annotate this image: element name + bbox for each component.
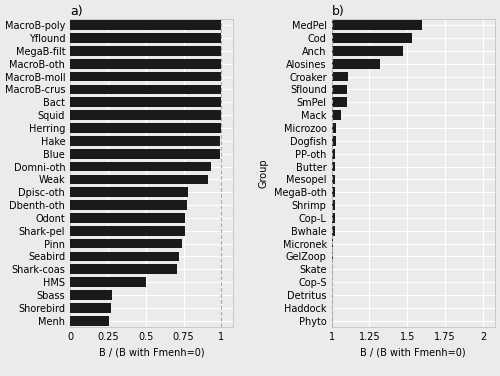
Bar [332, 85, 346, 94]
Bar [332, 239, 333, 249]
Bar [70, 33, 222, 43]
Bar [70, 123, 222, 133]
Bar [70, 264, 178, 274]
Bar [70, 97, 222, 107]
Bar [332, 72, 348, 82]
Bar [70, 110, 222, 120]
Bar [70, 252, 179, 261]
Bar [70, 136, 220, 146]
Bar [70, 277, 146, 287]
Bar [70, 187, 188, 197]
Bar [70, 239, 182, 249]
Bar [332, 252, 333, 261]
Bar [70, 290, 112, 300]
Bar [70, 20, 222, 30]
Bar [332, 174, 334, 184]
Bar [332, 59, 380, 68]
Bar [332, 149, 334, 159]
Text: a): a) [70, 5, 82, 18]
Text: b): b) [332, 5, 344, 18]
Bar [332, 123, 336, 133]
Y-axis label: Group: Group [258, 158, 268, 188]
Bar [70, 200, 186, 210]
Bar [70, 303, 111, 313]
Bar [70, 85, 222, 94]
Bar [332, 33, 412, 43]
Bar [332, 200, 334, 210]
Bar [70, 213, 185, 223]
Bar [70, 72, 222, 82]
Bar [332, 136, 336, 146]
Bar [70, 316, 110, 326]
Bar [332, 110, 340, 120]
Bar [332, 213, 334, 223]
Bar [332, 20, 422, 30]
Bar [332, 162, 334, 171]
Bar [332, 226, 334, 236]
Bar [70, 59, 222, 68]
X-axis label: B / (B with Fmenh=0): B / (B with Fmenh=0) [360, 347, 466, 358]
Bar [70, 149, 220, 159]
Bar [70, 174, 207, 184]
Bar [70, 162, 211, 171]
Bar [332, 46, 402, 56]
X-axis label: B / (B with Fmenh=0): B / (B with Fmenh=0) [99, 347, 204, 358]
Bar [70, 46, 222, 56]
Bar [332, 97, 346, 107]
Bar [332, 187, 334, 197]
Bar [70, 226, 185, 236]
